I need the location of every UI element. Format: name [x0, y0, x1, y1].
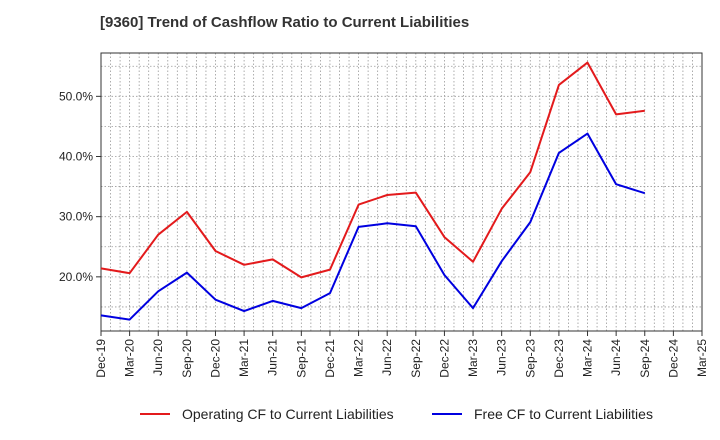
x-tick-label: Mar-24 [581, 339, 595, 377]
y-tick-label: 30.0% [59, 210, 93, 224]
x-tick-label: Sep-21 [294, 339, 308, 378]
y-tick-label: 40.0% [59, 149, 93, 163]
x-tick-label: Sep-24 [638, 339, 652, 378]
y-tick-label: 20.0% [59, 270, 93, 284]
x-tick-label: Dec-24 [666, 339, 680, 378]
x-tick-label: Dec-21 [323, 339, 337, 378]
x-tick-label: Dec-22 [437, 339, 451, 378]
x-tick-label: Mar-20 [123, 339, 137, 377]
x-tick-label: Jun-21 [266, 339, 280, 376]
x-tick-label: Dec-19 [94, 339, 108, 378]
series-line-2 [100, 132, 646, 321]
x-tick-label: Sep-20 [180, 339, 194, 378]
chart-title: [9360] Trend of Cashflow Ratio to Curren… [100, 14, 470, 31]
x-tick-label: Mar-23 [466, 339, 480, 377]
x-tick-label: Mar-21 [237, 339, 251, 377]
x-tick-label: Jun-20 [151, 339, 165, 376]
legend-label-1: Operating CF to Current Liabilities [182, 406, 394, 422]
x-tick-label: Sep-23 [523, 339, 537, 378]
legend-label-2: Free CF to Current Liabilities [474, 406, 653, 422]
x-tick-label: Mar-25 [695, 339, 709, 377]
x-tick-label: Dec-20 [208, 339, 222, 378]
x-tick-label: Sep-22 [409, 339, 423, 378]
x-tick-label: Jun-23 [495, 339, 509, 376]
plot-area [100, 52, 703, 332]
x-tick-label: Jun-22 [380, 339, 394, 376]
x-tick-label: Jun-24 [609, 339, 623, 376]
x-tick-label: Mar-22 [352, 339, 366, 377]
x-tick-label: Dec-23 [552, 339, 566, 378]
series-line-1 [100, 61, 645, 279]
y-tick-label: 50.0% [59, 89, 93, 103]
